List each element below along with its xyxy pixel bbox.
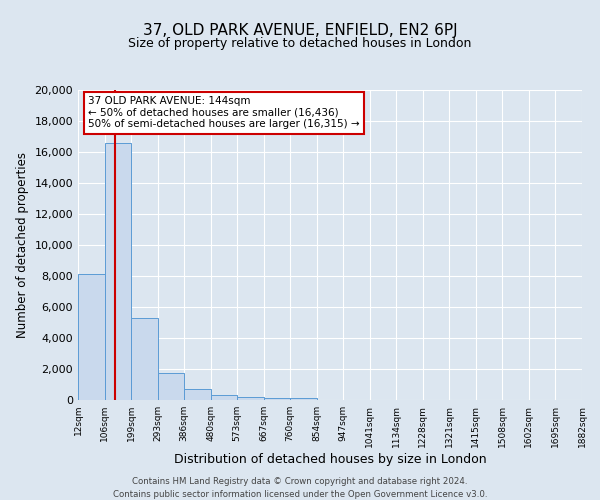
Bar: [158, 373, 184, 400]
Bar: [211, 396, 237, 400]
Bar: [131, 318, 158, 400]
Text: Contains public sector information licensed under the Open Government Licence v3: Contains public sector information licen…: [113, 490, 487, 499]
Bar: [104, 142, 131, 400]
Bar: [237, 397, 263, 400]
Text: Contains HM Land Registry data © Crown copyright and database right 2024.: Contains HM Land Registry data © Crown c…: [132, 478, 468, 486]
Text: 37 OLD PARK AVENUE: 144sqm
← 50% of detached houses are smaller (16,436)
50% of : 37 OLD PARK AVENUE: 144sqm ← 50% of deta…: [88, 96, 360, 130]
Bar: [184, 389, 211, 400]
Y-axis label: Number of detached properties: Number of detached properties: [16, 152, 29, 338]
X-axis label: Distribution of detached houses by size in London: Distribution of detached houses by size …: [173, 452, 487, 466]
Text: Size of property relative to detached houses in London: Size of property relative to detached ho…: [128, 38, 472, 51]
Bar: [78, 274, 104, 400]
Bar: [290, 398, 317, 400]
Bar: [263, 398, 290, 400]
Text: 37, OLD PARK AVENUE, ENFIELD, EN2 6PJ: 37, OLD PARK AVENUE, ENFIELD, EN2 6PJ: [143, 22, 457, 38]
